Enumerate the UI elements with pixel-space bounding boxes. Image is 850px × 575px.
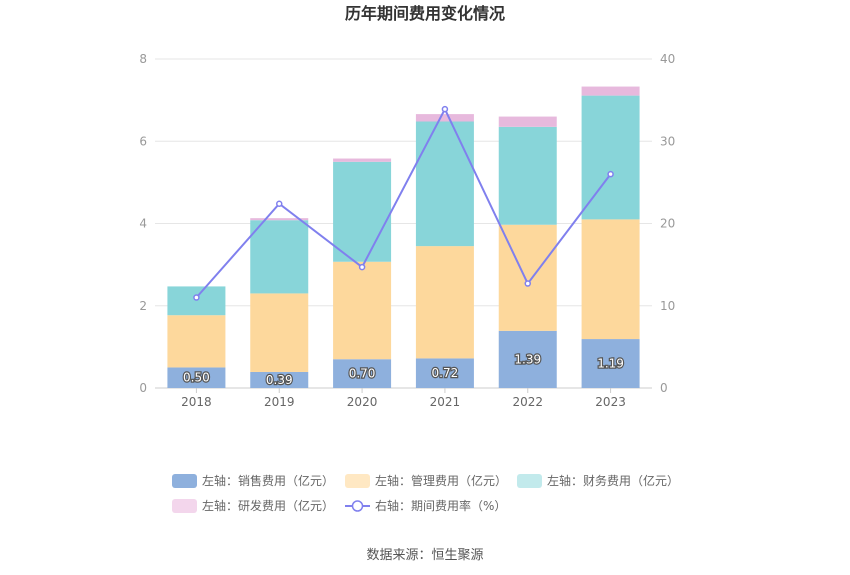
bar-segment [415, 358, 474, 388]
bar-segment [250, 218, 309, 221]
y-axis-right: 0 10 20 30 40 [660, 52, 675, 395]
bar-segment [333, 359, 392, 388]
data-label: 0.39 [266, 373, 293, 387]
bar-segment [498, 126, 557, 225]
legend-swatch [517, 474, 542, 488]
rate-point [276, 200, 283, 208]
legend-swatch [345, 474, 370, 488]
y-tick-right: 30 [660, 134, 675, 148]
y-tick-left: 4 [139, 217, 147, 231]
y-tick-left: 0 [139, 381, 147, 395]
bar-segment [498, 330, 557, 388]
rate-point [607, 170, 614, 178]
bar-segment [581, 219, 640, 340]
x-tick-label: 2021 [430, 395, 461, 409]
bar-segment [333, 161, 392, 262]
legend-swatch [172, 474, 197, 488]
bar-segment [333, 158, 392, 162]
legend-label: 右轴：期间费用率（%） [375, 498, 506, 513]
x-tick-label: 2018 [181, 395, 212, 409]
y-tick-right: 40 [660, 52, 675, 66]
x-axis: 2018 2019 2020 2021 2022 2023 [181, 388, 626, 409]
y-tick-right: 20 [660, 217, 675, 231]
chart-title: 历年期间费用变化情况 [345, 4, 505, 23]
data-label: 0.72 [432, 366, 459, 380]
rate-line [193, 105, 614, 301]
data-label: 1.19 [597, 357, 624, 371]
y-tick-right: 10 [660, 299, 675, 313]
y-tick-left: 2 [139, 299, 147, 313]
legend-label: 左轴：研发费用（亿元） [202, 498, 334, 513]
source-note: 数据来源：恒生聚源 [366, 548, 483, 563]
legend-marker [351, 500, 364, 512]
bar-segment [581, 339, 640, 388]
rate-line-path [195, 106, 612, 299]
data-label: 1.39 [514, 352, 541, 366]
legend-label: 左轴：财务费用（亿元） [547, 473, 679, 488]
bar-segment [250, 293, 309, 372]
bars [167, 86, 640, 388]
bar-segment [415, 246, 474, 359]
rate-point [524, 280, 531, 287]
y-axis-left: 0 2 4 6 8 [139, 52, 147, 395]
bar-segment [167, 286, 226, 316]
rate-point [441, 105, 449, 113]
legend-swatch [172, 499, 197, 513]
bar-segment [415, 114, 474, 122]
x-tick-label: 2020 [347, 395, 378, 409]
x-tick-label: 2022 [512, 395, 543, 409]
y-tick-right: 0 [660, 381, 668, 395]
bar-segment [581, 86, 640, 96]
grid [155, 58, 652, 389]
legend-label: 左轴：管理费用（亿元） [375, 473, 507, 488]
x-tick-label: 2019 [264, 395, 295, 409]
bar-segment [167, 367, 226, 388]
y-tick-left: 8 [139, 52, 147, 66]
data-label: 0.50 [183, 371, 210, 385]
bar-segment [333, 261, 392, 360]
legend: 左轴：销售费用（亿元） 左轴：管理费用（亿元） 左轴：财务费用（亿元） 左轴：研发费用… [172, 473, 679, 513]
x-tick-label: 2023 [595, 395, 626, 409]
data-label: 0.70 [349, 367, 376, 381]
bar-segment [415, 121, 474, 247]
bar-segment [167, 315, 226, 368]
y-tick-left: 6 [139, 134, 147, 148]
bar-segment [250, 220, 309, 294]
data-labels: 0.50 0.39 0.70 0.72 1.39 1.19 [182, 351, 625, 388]
rate-point [358, 263, 366, 271]
rate-point [193, 294, 200, 301]
legend-label: 左轴：销售费用（亿元） [202, 473, 334, 488]
bar-segment [498, 116, 557, 127]
bar-segment [250, 371, 309, 388]
